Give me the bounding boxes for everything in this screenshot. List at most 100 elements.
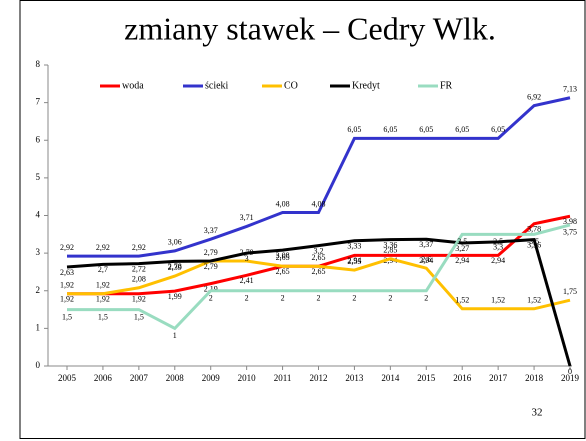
legend-label: FR [440, 80, 453, 91]
data-label: 6,05 [491, 125, 505, 134]
x-tick-label: 2009 [202, 373, 221, 383]
data-label: 2,6 [421, 255, 431, 264]
data-label: 3,37 [204, 226, 218, 235]
data-label: 6,05 [383, 125, 397, 134]
data-label: 2,79 [204, 248, 218, 257]
y-tick-label: 7 [36, 97, 41, 107]
data-label: 1,52 [455, 296, 469, 305]
x-tick-label: 2014 [381, 373, 400, 383]
data-label: 2,94 [419, 256, 433, 265]
data-label: 1,5 [62, 312, 72, 321]
data-label: 2,7 [98, 265, 108, 274]
y-tick-label: 8 [36, 59, 41, 69]
y-tick-label: 3 [36, 247, 41, 257]
data-label: 2,85 [383, 246, 397, 255]
data-label: 3,06 [168, 238, 182, 247]
data-label: 2 [281, 294, 285, 303]
series-line [67, 223, 571, 331]
x-tick-label: 2011 [274, 373, 292, 383]
data-label: 2 [209, 294, 213, 303]
data-label: 3,33 [347, 242, 361, 251]
data-label: 2,92 [132, 243, 146, 252]
series-line [66, 237, 572, 367]
data-label: 1,99 [168, 292, 182, 301]
series-line [67, 96, 571, 258]
y-tick-label: 5 [36, 172, 41, 182]
x-tick-label: 2015 [417, 373, 436, 383]
data-label: 3,71 [240, 213, 254, 222]
data-label: 2,19 [204, 284, 218, 293]
x-tick-label: 2007 [130, 373, 149, 383]
data-label: 2,94 [455, 256, 469, 265]
data-label: 2,08 [132, 275, 146, 284]
data-label: 2,72 [132, 264, 146, 273]
data-label: 2,92 [96, 243, 110, 252]
data-label: 2,65 [312, 253, 326, 262]
data-label: 2,63 [60, 268, 74, 277]
legend-label: woda [122, 80, 144, 91]
data-label: 2,55 [347, 257, 361, 266]
data-label: 6,05 [419, 125, 433, 134]
data-label: 1,5 [98, 312, 108, 321]
chart-title: zmiany stawek – Cedry Wlk. [124, 10, 496, 46]
data-label: 2,94 [491, 256, 505, 265]
data-label: 3,98 [563, 217, 577, 226]
x-tick-label: 2008 [166, 373, 185, 383]
data-label: 2,78 [168, 262, 182, 271]
x-tick-label: 2010 [238, 373, 257, 383]
data-label: 1,92 [60, 295, 74, 304]
data-label: 2,94 [347, 256, 361, 265]
data-label: 2,94 [383, 256, 397, 265]
data-label: 3,37 [419, 240, 433, 249]
x-tick-label: 2018 [525, 373, 544, 383]
data-label: 3,2 [314, 246, 324, 255]
data-label: 2 [388, 294, 392, 303]
data-label: 3,75 [563, 228, 577, 237]
data-label: 3,27 [455, 244, 469, 253]
data-label: 2,41 [240, 276, 254, 285]
data-label: 2 [245, 294, 249, 303]
x-tick-label: 2006 [94, 373, 113, 383]
data-label: 2,79 [204, 262, 218, 271]
y-tick-label: 1 [36, 322, 41, 332]
data-label: 1,92 [96, 281, 110, 290]
data-label: 1,52 [527, 296, 541, 305]
data-label: 3,78 [527, 225, 541, 234]
data-label: 1,52 [491, 296, 505, 305]
x-tick-label: 2016 [453, 373, 472, 383]
x-tick-label: 2012 [310, 373, 328, 383]
data-label: 1,5 [134, 312, 144, 321]
series-line [67, 257, 571, 311]
data-label: 2,92 [60, 243, 74, 252]
data-label: 6,05 [455, 125, 469, 134]
data-label: 3,36 [383, 240, 397, 249]
data-label: 4,08 [312, 199, 326, 208]
data-label: 3,3 [493, 243, 503, 252]
y-tick-label: 0 [36, 360, 41, 370]
data-label: 3,08 [276, 251, 290, 260]
data-label: 6,05 [347, 125, 361, 134]
data-label: 3,5 [529, 237, 539, 246]
data-label: 1,92 [96, 295, 110, 304]
data-label: 2,65 [276, 253, 290, 262]
legend-label: CO [284, 80, 298, 91]
data-label: 4,08 [276, 199, 290, 208]
data-label: 2 [352, 294, 356, 303]
data-label: 2,65 [276, 267, 290, 276]
x-tick-label: 2017 [489, 373, 508, 383]
legend-label: Kredyt [352, 80, 380, 91]
data-label: 6,92 [527, 92, 541, 101]
data-label: 1,75 [563, 287, 577, 296]
x-tick-label: 2019 [561, 373, 580, 383]
data-label: 1 [173, 331, 177, 340]
data-label: 3,36 [527, 240, 541, 249]
data-label: 2 [317, 294, 321, 303]
x-tick-label: 2005 [58, 373, 77, 383]
y-tick-label: 6 [36, 134, 41, 144]
y-tick-label: 2 [36, 285, 41, 295]
legend-label: ścieki [205, 80, 229, 91]
slide-border [19, 0, 586, 439]
data-label: 3,5 [493, 237, 503, 246]
y-tick-label: 4 [36, 210, 41, 220]
